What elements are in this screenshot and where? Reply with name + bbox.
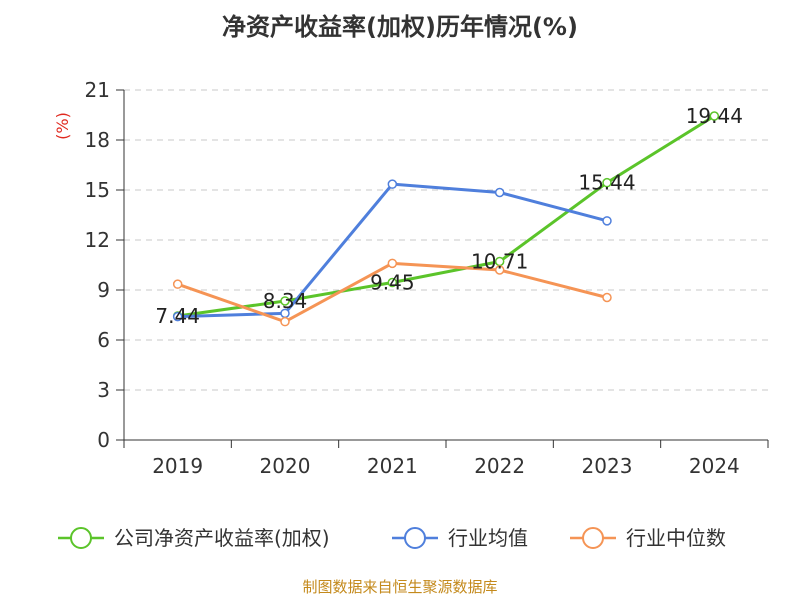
x-tick-label: 2022 <box>474 454 525 478</box>
data-point[interactable] <box>602 216 612 226</box>
data-point[interactable] <box>709 111 720 121</box>
chart-title: 净资产收益率(加权)历年情况(%) <box>222 13 578 41</box>
data-label: 7.44 <box>155 304 200 328</box>
legend-marker <box>582 527 604 549</box>
x-tick-label: 2019 <box>152 454 203 478</box>
legend[interactable]: 公司净资产收益率(加权) 行业均值 行业中位数 <box>58 526 726 550</box>
legend-label: 行业中位数 <box>626 526 726 550</box>
y-tick-label: 9 <box>97 278 110 302</box>
data-point[interactable] <box>602 177 612 188</box>
data-label: 10.71 <box>471 250 528 274</box>
data-point[interactable] <box>387 179 398 189</box>
data-labels: 7.44 8.34 9.45 10.71 15.44 19.44 <box>155 104 743 328</box>
y-tick-label: 18 <box>85 128 110 152</box>
axes: 0 3 6 9 12 15 18 21 2019 2020 2021 2022 2023 2024 <box>85 78 769 478</box>
y-tick-label: 12 <box>85 228 110 252</box>
data-point[interactable] <box>494 187 505 198</box>
legend-label: 公司净资产收益率(加权) <box>114 526 330 550</box>
data-point[interactable] <box>172 311 183 322</box>
series-line <box>177 114 716 318</box>
data-point[interactable] <box>494 265 505 275</box>
x-tick-label: 2023 <box>582 454 633 478</box>
legend-label: 行业均值 <box>448 526 528 550</box>
x-tick-label: 2024 <box>689 454 740 478</box>
series-line <box>177 182 608 319</box>
legend-marker <box>70 527 92 549</box>
data-point[interactable] <box>280 296 290 306</box>
legend-item[interactable]: 行业均值 <box>392 526 528 550</box>
legend-marker <box>404 527 426 549</box>
data-label: 9.45 <box>370 271 415 295</box>
data-point[interactable] <box>602 292 612 303</box>
y-tick-label: 15 <box>85 178 110 202</box>
source-note: 制图数据来自恒生聚源数据库 <box>302 578 497 596</box>
data-label: 8.34 <box>263 289 308 313</box>
data-point[interactable] <box>280 316 290 327</box>
data-point[interactable] <box>172 279 183 289</box>
series-layer <box>172 111 720 327</box>
x-tick-label: 2021 <box>367 454 418 478</box>
gridlines <box>124 89 768 391</box>
legend-item[interactable]: 公司净资产收益率(加权) <box>58 526 330 550</box>
data-label: 15.44 <box>578 171 635 195</box>
y-tick-label: 21 <box>85 78 110 102</box>
data-label: 19.44 <box>686 104 743 128</box>
data-point[interactable] <box>387 258 398 269</box>
legend-item[interactable]: 行业中位数 <box>570 526 726 550</box>
y-tick-label: 3 <box>97 378 110 402</box>
y-tick-label: 6 <box>97 328 110 352</box>
y-axis-unit-label: (%) <box>53 112 72 140</box>
y-tick-label: 0 <box>97 428 110 452</box>
data-point[interactable] <box>387 277 398 288</box>
x-tick-label: 2020 <box>260 454 311 478</box>
